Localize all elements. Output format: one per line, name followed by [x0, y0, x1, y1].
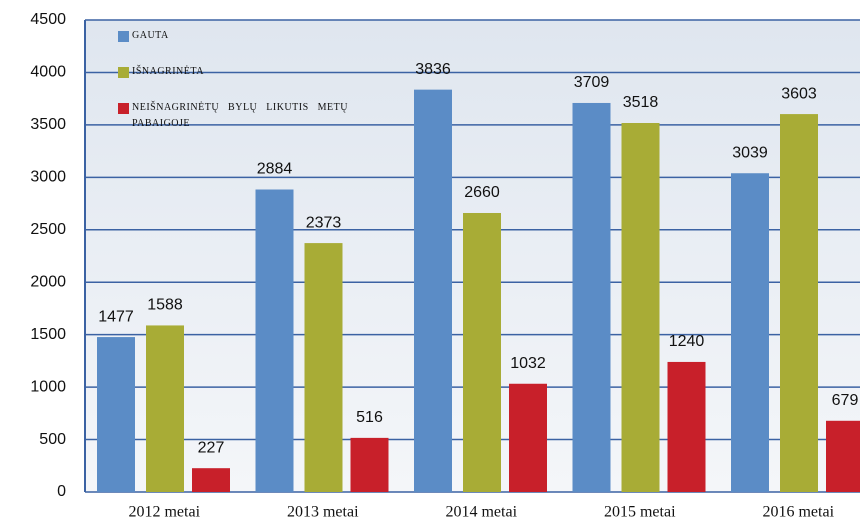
bar: [463, 212, 501, 493]
x-tick-label: 2015 metai: [604, 504, 676, 521]
bar: [780, 114, 818, 493]
y-tick-label: 2000: [30, 273, 66, 290]
legend-label: GAUTA: [132, 30, 169, 41]
bar: [621, 123, 660, 492]
legend-swatch: [118, 67, 129, 78]
x-tick-label: 2012 metai: [128, 504, 200, 521]
x-tick-label: 2016 metai: [762, 504, 834, 521]
x-tick-label: 2014 metai: [445, 504, 517, 521]
value-label: 3603: [781, 85, 817, 102]
legend-item: GAUTA: [118, 28, 408, 44]
y-tick-label: 0: [57, 483, 66, 500]
bar: [192, 468, 230, 492]
legend: GAUTA IŠNAGRINĖTA NEIŠNAGRINĖTŲ BYLŲ LIKUT…: [118, 28, 408, 152]
y-tick-label: 4500: [30, 11, 66, 28]
y-tick-label: 3500: [30, 116, 66, 133]
bar: [255, 189, 294, 493]
legend-swatch: [118, 103, 129, 114]
value-label: 2373: [306, 214, 342, 231]
bar: [826, 420, 860, 492]
value-label: 1032: [510, 355, 546, 372]
value-label: 3709: [574, 74, 610, 91]
legend-item: IŠNAGRINĖTA: [118, 64, 408, 80]
y-tick-label: 1000: [30, 378, 66, 395]
value-label: 1588: [147, 297, 183, 314]
value-label: 227: [198, 439, 225, 456]
bar: [146, 325, 184, 492]
bar: [304, 243, 343, 492]
y-tick-label: 4000: [30, 64, 66, 81]
y-tick-label: 500: [39, 431, 66, 448]
value-label: 516: [356, 409, 383, 426]
value-label: 3518: [623, 94, 659, 111]
legend-label: IŠNAGRINĖTA: [132, 66, 204, 77]
y-tick-label: 3000: [30, 169, 66, 186]
value-label: 3836: [415, 61, 451, 78]
bar: [509, 383, 547, 492]
bar: [414, 89, 452, 492]
value-label: 1240: [669, 333, 705, 350]
bar: [572, 102, 611, 493]
bar: [731, 173, 769, 492]
value-label: 1477: [98, 308, 134, 325]
bar: [97, 337, 135, 492]
value-label: 679: [832, 392, 859, 409]
y-tick-label: 2500: [30, 221, 66, 238]
bar: [350, 437, 389, 492]
value-label: 2660: [464, 184, 500, 201]
legend-label: NEIŠNAGRINĖTŲ BYLŲ LIKUTIS METŲ PABAIGOJ…: [132, 102, 348, 129]
value-label: 3039: [732, 144, 768, 161]
bar: [667, 361, 706, 492]
x-tick-label: 2013 metai: [287, 504, 359, 521]
value-label: 2884: [257, 161, 293, 178]
legend-swatch: [118, 31, 129, 42]
legend-item: NEIŠNAGRINĖTŲ BYLŲ LIKUTIS METŲ PABAIGOJ…: [118, 100, 408, 132]
y-tick-label: 1500: [30, 326, 66, 343]
